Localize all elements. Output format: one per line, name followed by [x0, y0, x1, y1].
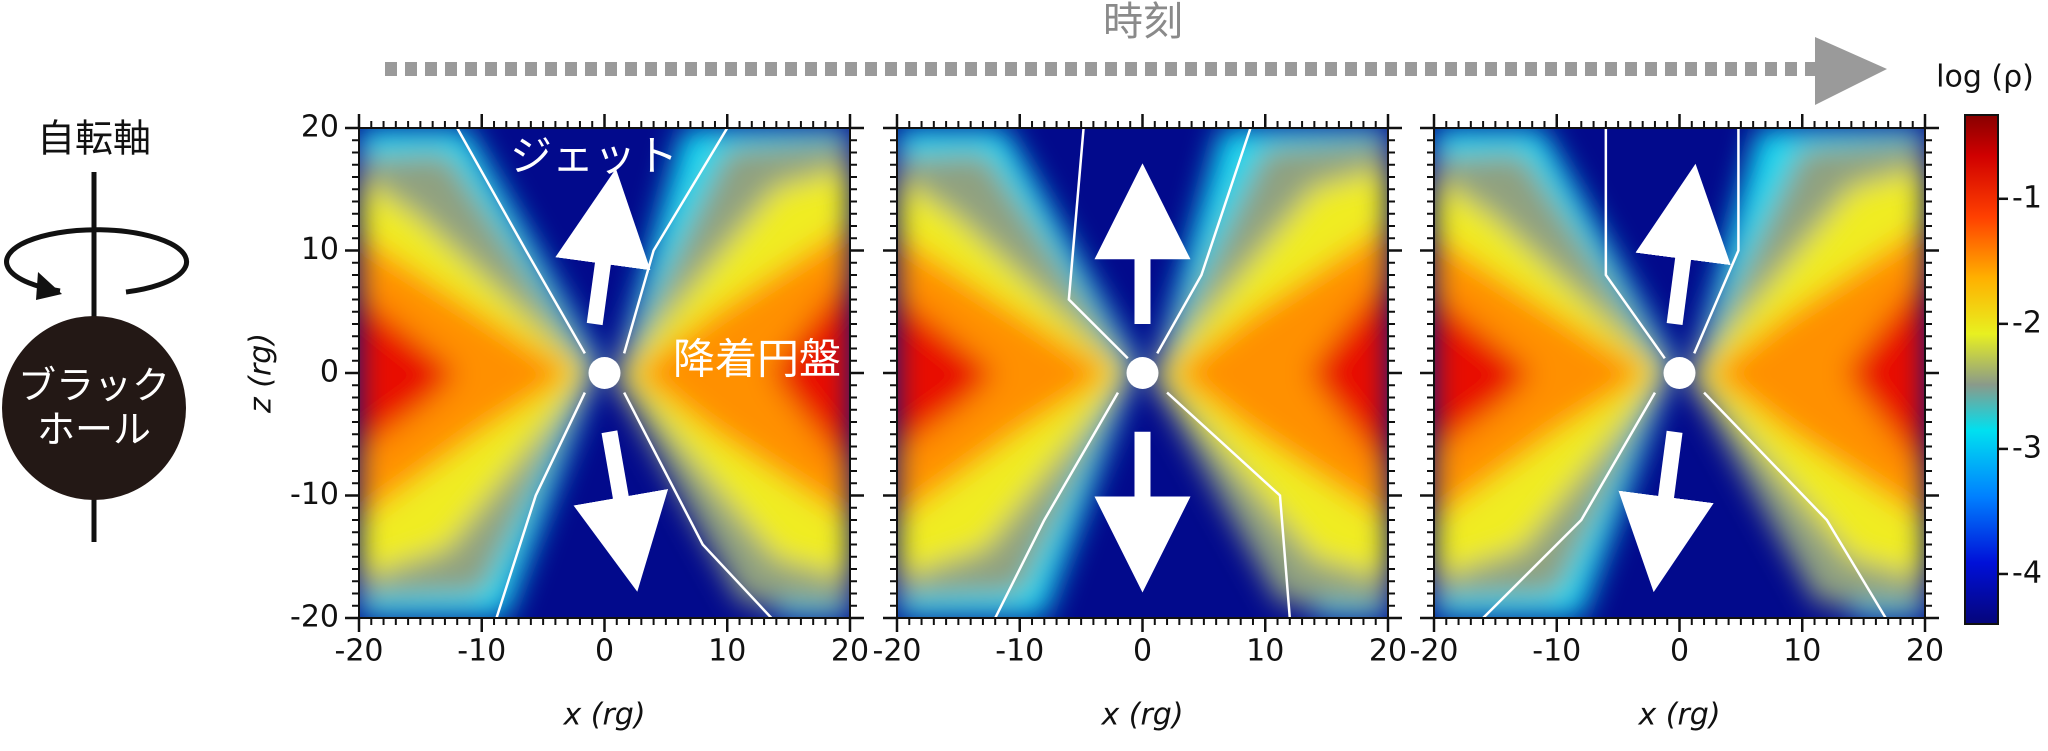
x-tick-label: -10 [457, 634, 506, 669]
colorbar-tick-label: -2 [2012, 305, 2042, 340]
y-axis-label: z (rg) [244, 333, 279, 414]
jet-arrow [1618, 430, 1714, 593]
density-region [897, 294, 996, 452]
density-region [633, 226, 850, 520]
contour [456, 128, 586, 355]
black-hole-marker [1663, 357, 1696, 389]
x-tick-label: -10 [1532, 634, 1581, 669]
time-label: 時刻 [1103, 0, 1183, 45]
density-region [359, 235, 576, 521]
contour [1067, 128, 1129, 360]
x-tick-label: 10 [708, 634, 746, 669]
x-tick-label: 0 [1133, 634, 1152, 669]
contour [1156, 128, 1252, 355]
colorbar-tick-label: -1 [2012, 180, 2042, 215]
density-field [897, 128, 1388, 618]
x-axis-label: x (rg) [1100, 698, 1183, 733]
black-hole-label: ブラック [18, 364, 170, 408]
heatmap [897, 128, 1388, 618]
black-hole [2, 316, 186, 500]
density-region [897, 235, 1114, 521]
x-tick-label: 20 [1369, 634, 1407, 669]
density-region [1846, 275, 1925, 471]
x-tick-label: -10 [995, 634, 1044, 669]
contour [1482, 391, 1657, 618]
density-region [1171, 226, 1388, 520]
x-tick-label: 20 [1906, 634, 1944, 669]
density-region [1434, 294, 1533, 452]
colorbar-tick-label: -4 [2012, 555, 2042, 590]
axis-label: 自転軸 [37, 117, 151, 161]
y-tick-label: -20 [290, 600, 339, 635]
colorbar-label: log (ρ) [1936, 60, 2034, 95]
contour [623, 392, 773, 618]
x-tick-label: -20 [873, 634, 922, 669]
contour [1604, 128, 1666, 360]
heatmap [359, 128, 850, 618]
heatmap [1434, 128, 1925, 618]
contour [622, 128, 729, 354]
black-hole-label: ホール [37, 408, 151, 452]
density-region [1708, 226, 1925, 520]
contour [495, 392, 586, 618]
rotation-arrow-head [36, 272, 62, 300]
disk-label: 降着円盤 [673, 335, 841, 384]
density-region [1309, 275, 1388, 471]
jet-arrow [1635, 163, 1731, 326]
jet-label: ジェット [510, 132, 678, 181]
x-tick-label: 0 [1670, 634, 1689, 669]
y-tick-label: 0 [320, 355, 339, 390]
contour [1703, 391, 1887, 618]
colorbar-tick-label: -3 [2012, 430, 2042, 465]
contour [1693, 128, 1740, 354]
x-tick-label: 10 [1783, 634, 1821, 669]
density-field [1434, 128, 1925, 618]
time-arrow-head [1815, 37, 1887, 105]
contour [994, 391, 1120, 618]
x-axis-label: x (rg) [562, 698, 645, 733]
y-tick-label: -10 [290, 477, 339, 512]
x-tick-label: 0 [595, 634, 614, 669]
black-hole-marker [588, 357, 621, 389]
x-tick-label: 20 [831, 634, 869, 669]
density-region [359, 294, 458, 452]
colorbar [1964, 114, 1999, 625]
y-tick-label: 10 [301, 232, 339, 267]
contour [1166, 391, 1292, 618]
x-tick-label: 10 [1246, 634, 1284, 669]
jet-arrow [555, 168, 651, 326]
rotation-arrow [4, 227, 190, 295]
density-region [771, 275, 850, 471]
jet-arrow [573, 430, 669, 592]
density-field [359, 128, 850, 618]
x-tick-label: -20 [335, 634, 384, 669]
black-hole-marker [1126, 357, 1159, 389]
x-axis-label: x (rg) [1637, 698, 1720, 733]
y-tick-label: 20 [301, 110, 339, 145]
density-region [1434, 235, 1651, 521]
x-tick-label: -20 [1410, 634, 1459, 669]
